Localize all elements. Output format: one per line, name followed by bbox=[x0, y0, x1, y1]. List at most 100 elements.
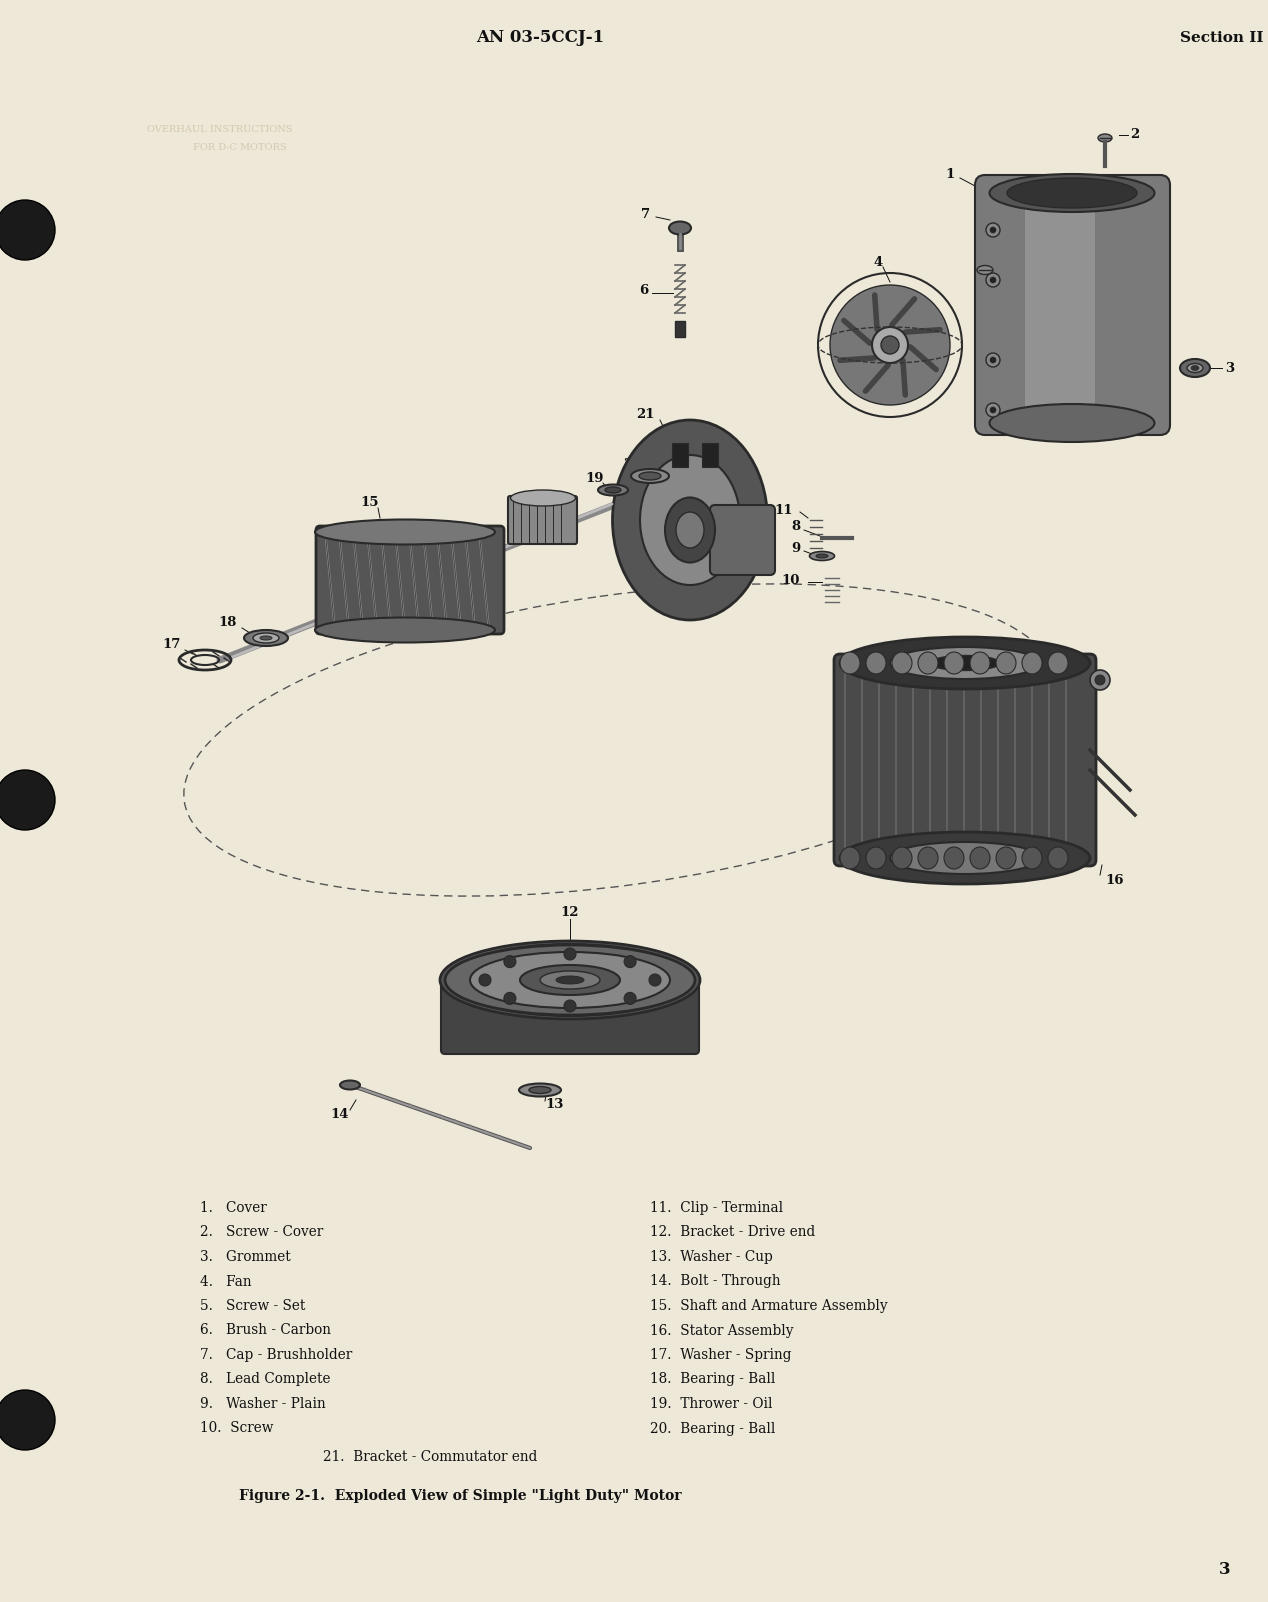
Ellipse shape bbox=[314, 519, 495, 545]
Text: 5: 5 bbox=[1000, 258, 1009, 271]
Ellipse shape bbox=[1022, 652, 1042, 674]
Ellipse shape bbox=[970, 847, 990, 868]
Ellipse shape bbox=[929, 655, 1000, 671]
Text: 11: 11 bbox=[775, 503, 792, 516]
Ellipse shape bbox=[470, 952, 670, 1008]
Text: 16.  Stator Assembly: 16. Stator Assembly bbox=[650, 1323, 794, 1338]
Text: 12: 12 bbox=[560, 907, 579, 920]
Text: 21.  Bracket - Commutator end: 21. Bracket - Commutator end bbox=[323, 1450, 538, 1464]
Ellipse shape bbox=[809, 551, 834, 561]
Text: 4: 4 bbox=[874, 255, 883, 269]
Ellipse shape bbox=[631, 469, 670, 482]
Ellipse shape bbox=[890, 647, 1040, 679]
Text: 15: 15 bbox=[361, 495, 379, 508]
FancyBboxPatch shape bbox=[1025, 184, 1096, 425]
Ellipse shape bbox=[314, 617, 495, 642]
Ellipse shape bbox=[943, 847, 964, 868]
Text: 7: 7 bbox=[640, 208, 650, 221]
Circle shape bbox=[0, 200, 55, 260]
FancyBboxPatch shape bbox=[834, 654, 1096, 867]
Text: 8: 8 bbox=[791, 521, 800, 533]
Ellipse shape bbox=[511, 490, 576, 506]
Circle shape bbox=[987, 272, 1000, 287]
Ellipse shape bbox=[1047, 652, 1068, 674]
Ellipse shape bbox=[866, 652, 886, 674]
FancyBboxPatch shape bbox=[316, 525, 503, 634]
Circle shape bbox=[479, 974, 491, 985]
FancyArrowPatch shape bbox=[905, 330, 940, 332]
Circle shape bbox=[624, 956, 637, 968]
Ellipse shape bbox=[891, 652, 912, 674]
FancyBboxPatch shape bbox=[710, 505, 775, 575]
Ellipse shape bbox=[519, 1083, 560, 1096]
Ellipse shape bbox=[839, 831, 1090, 884]
Ellipse shape bbox=[340, 1080, 360, 1089]
Ellipse shape bbox=[1191, 365, 1200, 370]
Text: 18.  Bearing - Ball: 18. Bearing - Ball bbox=[650, 1373, 775, 1386]
Text: 13: 13 bbox=[545, 1099, 563, 1112]
Ellipse shape bbox=[839, 638, 1090, 689]
Ellipse shape bbox=[555, 976, 585, 984]
Ellipse shape bbox=[978, 266, 993, 274]
Ellipse shape bbox=[839, 847, 860, 868]
FancyArrowPatch shape bbox=[866, 365, 888, 391]
Circle shape bbox=[987, 404, 1000, 417]
Text: 3.   Grommet: 3. Grommet bbox=[200, 1250, 290, 1264]
Text: 6: 6 bbox=[639, 284, 648, 296]
Ellipse shape bbox=[817, 554, 828, 557]
Text: AN 03-5CCJ-1: AN 03-5CCJ-1 bbox=[476, 29, 604, 46]
Text: 13.  Washer - Cup: 13. Washer - Cup bbox=[650, 1250, 772, 1264]
Text: FOR D-C MOTORS: FOR D-C MOTORS bbox=[193, 144, 287, 152]
Ellipse shape bbox=[676, 513, 704, 548]
Circle shape bbox=[990, 227, 995, 232]
Text: 2.   Screw - Cover: 2. Screw - Cover bbox=[200, 1226, 323, 1240]
Ellipse shape bbox=[1181, 359, 1210, 376]
Ellipse shape bbox=[640, 455, 741, 585]
Ellipse shape bbox=[866, 847, 886, 868]
Bar bbox=[702, 444, 718, 468]
Bar bbox=[675, 320, 685, 336]
Ellipse shape bbox=[254, 633, 279, 642]
Circle shape bbox=[1090, 670, 1110, 690]
Ellipse shape bbox=[612, 420, 767, 620]
Ellipse shape bbox=[598, 484, 628, 495]
Text: 8.   Lead Complete: 8. Lead Complete bbox=[200, 1373, 331, 1386]
Ellipse shape bbox=[918, 847, 938, 868]
Text: 11.  Clip - Terminal: 11. Clip - Terminal bbox=[650, 1202, 784, 1214]
Text: Section II: Section II bbox=[1181, 30, 1263, 45]
Ellipse shape bbox=[839, 652, 860, 674]
Circle shape bbox=[624, 992, 637, 1004]
FancyArrowPatch shape bbox=[839, 357, 875, 360]
Text: 4.   Fan: 4. Fan bbox=[200, 1275, 251, 1288]
Circle shape bbox=[649, 974, 661, 985]
Text: 6.   Brush - Carbon: 6. Brush - Carbon bbox=[200, 1323, 331, 1338]
FancyArrowPatch shape bbox=[903, 360, 905, 396]
Text: 2: 2 bbox=[1130, 128, 1139, 141]
Ellipse shape bbox=[995, 847, 1016, 868]
FancyBboxPatch shape bbox=[441, 976, 699, 1054]
Text: 16: 16 bbox=[1104, 873, 1123, 886]
Circle shape bbox=[987, 352, 1000, 367]
Circle shape bbox=[564, 1000, 576, 1012]
Text: 3: 3 bbox=[1220, 1562, 1231, 1578]
Ellipse shape bbox=[540, 971, 600, 988]
Ellipse shape bbox=[995, 652, 1016, 674]
Text: 12.  Bracket - Drive end: 12. Bracket - Drive end bbox=[650, 1226, 815, 1240]
Ellipse shape bbox=[664, 498, 715, 562]
Circle shape bbox=[990, 357, 995, 364]
Ellipse shape bbox=[891, 847, 912, 868]
Circle shape bbox=[503, 956, 516, 968]
Circle shape bbox=[503, 992, 516, 1004]
Text: OVERHAUL INSTRUCTIONS: OVERHAUL INSTRUCTIONS bbox=[147, 125, 293, 135]
FancyBboxPatch shape bbox=[975, 175, 1170, 436]
Ellipse shape bbox=[1007, 178, 1137, 208]
Ellipse shape bbox=[918, 652, 938, 674]
Text: 19: 19 bbox=[586, 471, 605, 484]
Text: 21: 21 bbox=[635, 409, 654, 421]
Ellipse shape bbox=[605, 487, 621, 493]
Text: 20: 20 bbox=[623, 458, 642, 471]
Text: 10.  Screw: 10. Screw bbox=[200, 1421, 274, 1435]
Ellipse shape bbox=[445, 945, 695, 1016]
Text: 20.  Bearing - Ball: 20. Bearing - Ball bbox=[650, 1421, 775, 1435]
Circle shape bbox=[872, 327, 908, 364]
